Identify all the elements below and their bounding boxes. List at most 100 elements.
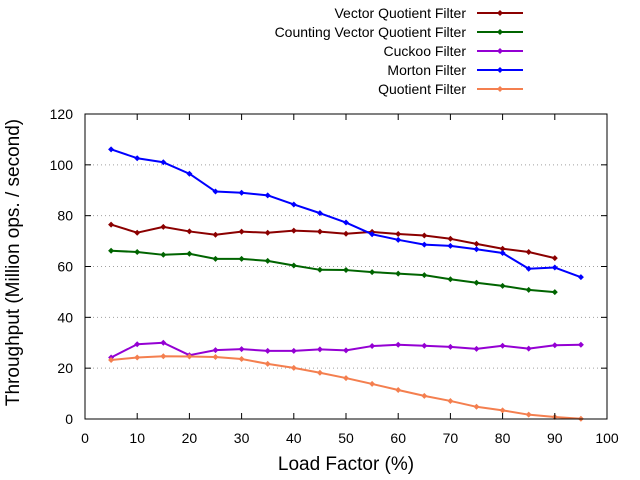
- data-point: [108, 357, 115, 364]
- data-point: [447, 276, 454, 283]
- data-point: [186, 250, 193, 257]
- x-tick-label: 70: [443, 430, 459, 446]
- x-tick-label: 0: [81, 430, 89, 446]
- data-point: [160, 339, 167, 346]
- y-tick-label: 0: [65, 411, 73, 427]
- data-point: [264, 360, 271, 367]
- data-point: [290, 364, 297, 371]
- legend-marker: [497, 29, 503, 35]
- data-point: [186, 353, 193, 360]
- x-tick-label: 90: [547, 430, 563, 446]
- legend-item: Counting Vector Quotient Filter: [275, 24, 523, 40]
- series-1: [108, 247, 558, 296]
- data-point: [447, 397, 454, 404]
- y-tick-label: 120: [50, 106, 74, 122]
- y-tick-label: 100: [50, 157, 74, 173]
- x-tick-label: 40: [286, 430, 302, 446]
- grid-lines: [85, 164, 607, 369]
- data-point: [499, 250, 506, 257]
- data-point: [525, 411, 532, 418]
- data-point: [499, 245, 506, 252]
- data-point: [238, 255, 245, 262]
- data-point: [447, 343, 454, 350]
- data-point: [473, 279, 480, 286]
- legend-item: Vector Quotient Filter: [334, 5, 523, 21]
- data-point: [108, 247, 115, 254]
- x-tick-label: 10: [129, 430, 145, 446]
- data-point: [395, 236, 402, 243]
- data-point: [212, 188, 219, 195]
- legend-item: Quotient Filter: [378, 81, 523, 97]
- legend-item: Cuckoo Filter: [384, 43, 523, 59]
- data-point: [395, 387, 402, 394]
- data-point: [160, 159, 167, 166]
- data-point: [290, 227, 297, 234]
- x-tick-label: 20: [182, 430, 198, 446]
- y-tick-label: 60: [57, 259, 73, 275]
- data-point: [108, 221, 115, 228]
- data-point: [212, 353, 219, 360]
- legend-marker: [497, 48, 503, 54]
- data-point: [108, 146, 115, 153]
- data-point: [551, 264, 558, 271]
- data-point: [343, 267, 349, 274]
- x-tick-label: 100: [595, 430, 619, 446]
- legend-marker: [497, 86, 503, 92]
- series-line: [111, 249, 555, 294]
- data-point: [316, 210, 323, 217]
- data-point: [238, 356, 245, 363]
- data-point: [134, 155, 141, 162]
- data-point: [499, 342, 506, 349]
- data-point: [499, 407, 506, 414]
- data-point: [499, 282, 506, 289]
- data-point: [343, 230, 349, 237]
- data-point: [473, 345, 480, 352]
- x-axis-label: Load Factor (%): [278, 454, 414, 475]
- data-point: [551, 255, 558, 262]
- data-point: [473, 240, 480, 247]
- series-layer: [108, 146, 584, 422]
- data-point: [212, 231, 219, 238]
- data-point: [369, 380, 376, 387]
- legend-label: Cuckoo Filter: [384, 43, 467, 59]
- data-point: [134, 249, 141, 256]
- legend-label: Counting Vector Quotient Filter: [275, 24, 467, 40]
- data-point: [473, 403, 480, 410]
- axis-ticks: 0 20 40 60 80 100 120 0 10 20 30 40 50 60 70 80 90 100: [50, 106, 619, 446]
- y-axis-label: Throughput (Million ops. / second): [3, 119, 24, 406]
- data-point: [264, 192, 271, 199]
- y-tick-label: 20: [57, 360, 73, 376]
- data-point: [551, 289, 558, 296]
- data-point: [290, 262, 297, 269]
- data-point: [212, 347, 219, 354]
- data-point: [447, 242, 454, 249]
- legend-label: Quotient Filter: [378, 81, 466, 97]
- data-point: [473, 246, 480, 253]
- legend-marker: [497, 10, 503, 16]
- data-point: [264, 347, 271, 354]
- data-point: [134, 354, 141, 361]
- data-point: [160, 223, 167, 230]
- data-point: [316, 369, 323, 376]
- data-point: [395, 230, 402, 237]
- data-point: [551, 342, 558, 349]
- data-point: [525, 345, 532, 352]
- data-point: [369, 231, 376, 238]
- data-point: [421, 392, 428, 399]
- data-point: [212, 255, 219, 262]
- data-point: [421, 272, 428, 279]
- data-point: [134, 229, 141, 236]
- y-tick-label: 80: [57, 208, 73, 224]
- series-4: [108, 353, 584, 422]
- series-3: [108, 146, 584, 281]
- series-line: [111, 355, 581, 420]
- data-point: [264, 229, 271, 236]
- legend-marker: [497, 67, 503, 73]
- data-point: [343, 347, 349, 354]
- data-point: [421, 342, 428, 349]
- data-point: [577, 341, 584, 348]
- data-point: [238, 189, 245, 196]
- data-point: [395, 341, 402, 348]
- data-point: [160, 353, 167, 360]
